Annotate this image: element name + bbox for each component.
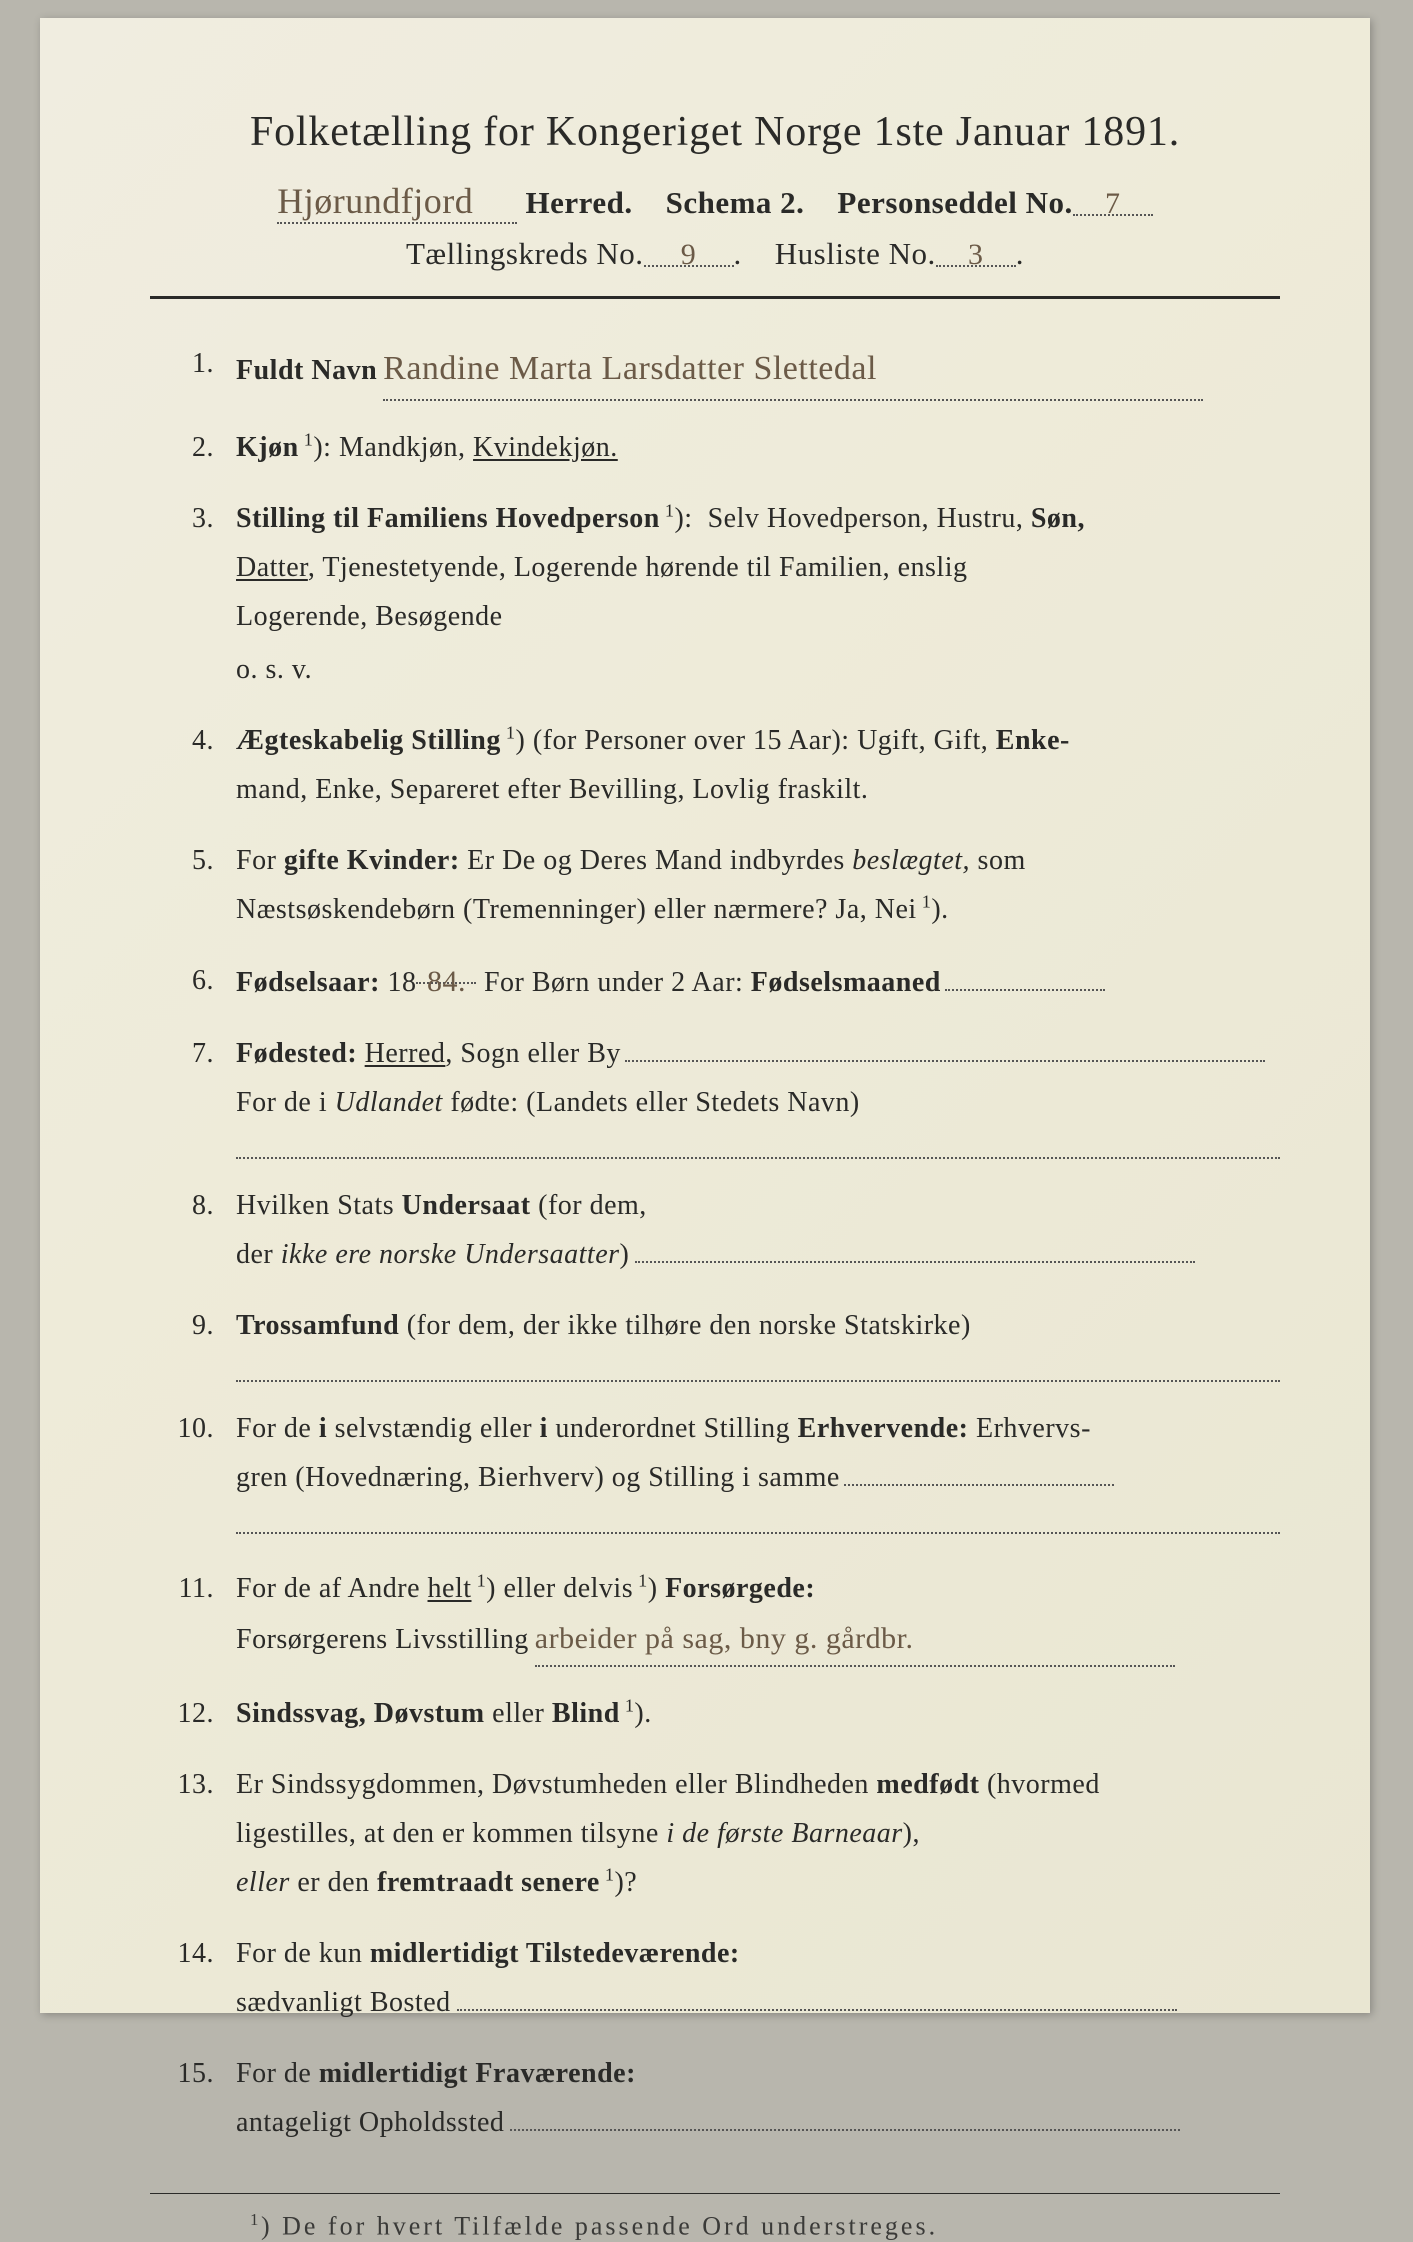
dotted-blank-9 [236,1356,1280,1382]
header-line-1: Hjørundfjord Herred. Schema 2. Personsed… [150,180,1280,224]
form-entries: 1. Fuldt NavnRandine Marta Larsdatter Sl… [150,339,1280,2147]
herred-handwritten: Hjørundfjord [277,180,517,224]
footnote: 1) De for hvert Tilfælde passende Ord un… [150,2210,1280,2242]
label-fuldt-navn: Fuldt Navn [236,355,377,386]
husliste-no: 3 [968,238,984,272]
dotted-blank-10 [236,1508,1280,1534]
label-stilling: Stilling til Familiens Hovedperson [236,503,660,534]
label-fodested: Fødested: [236,1038,357,1069]
kvindekjon-underlined: Kvindekjøn. [473,432,618,463]
dotted-blank-7 [236,1133,1280,1159]
helt-underlined: helt [428,1573,472,1604]
entry-4: 4. Ægteskabelig Stilling 1) (for Persone… [158,716,1280,814]
entry-12: 12. Sindssvag, Døvstum eller Blind 1). [158,1689,1280,1738]
tkreds-label: Tællingskreds No. [406,236,644,271]
entry-5: 5. For gifte Kvinder: Er De og Deres Man… [158,836,1280,934]
entry-7: 7. Fødested: Herred, Sogn eller By For d… [158,1029,1280,1159]
label-sindssvag: Sindssvag, Døvstum [236,1698,485,1729]
schema-label: Schema 2. [666,185,805,220]
entry-1: 1. Fuldt NavnRandine Marta Larsdatter Sl… [158,339,1280,401]
header-line-2: Tællingskreds No.9. Husliste No.3. [150,236,1280,272]
herred-underlined: Herred [365,1038,446,1069]
label-kjon: Kjøn [236,432,299,463]
entry-6: 6. Fødselsaar: 1884. For Børn under 2 Aa… [158,956,1280,1007]
livsstilling-handwritten: arbeider på sag, bny g. gårdbr. [535,1613,914,1666]
entry-8: 8. Hvilken Stats Undersaat (for dem, der… [158,1181,1280,1279]
personseddel-label: Personseddel No. [837,185,1072,220]
form-header: Folketælling for Kongeriget Norge 1ste J… [150,108,1280,272]
husliste-label: Husliste No. [775,236,936,271]
herred-label: Herred. [526,185,633,220]
form-title: Folketælling for Kongeriget Norge 1ste J… [150,108,1280,156]
entry-13: 13. Er Sindssygdommen, Døvstumheden elle… [158,1760,1280,1907]
entry-9: 9. Trossamfund (for dem, der ikke tilhør… [158,1301,1280,1382]
header-rule [150,296,1280,299]
datter-underlined: Datter [236,552,308,583]
tkreds-no: 9 [681,238,697,272]
footnote-rule [150,2193,1280,2194]
label-aegteskab: Ægteskabelig Stilling [236,725,501,756]
entry-14: 14. For de kun midlertidigt Tilstedevære… [158,1929,1280,2027]
label-trossamfund: Trossamfund [236,1310,399,1341]
census-form-page: Folketælling for Kongeriget Norge 1ste J… [40,18,1370,2013]
label-fodselsaar: Fødselsaar: [236,967,380,998]
entry-11: 11. For de af Andre helt 1) eller delvis… [158,1564,1280,1668]
entry-3: 3. Stilling til Familiens Hovedperson 1)… [158,494,1280,694]
personseddel-no: 7 [1105,187,1121,221]
year-handwritten: 84. [427,956,466,1009]
entry-15: 15. For de midlertidigt Fraværende: anta… [158,2049,1280,2147]
entry-2: 2. Kjøn 1): Mandkjøn, Kvindekjøn. [158,423,1280,472]
name-handwritten: Randine Marta Larsdatter Slettedal [383,339,877,399]
entry-10: 10. For de i selvstændig eller i underor… [158,1404,1280,1534]
